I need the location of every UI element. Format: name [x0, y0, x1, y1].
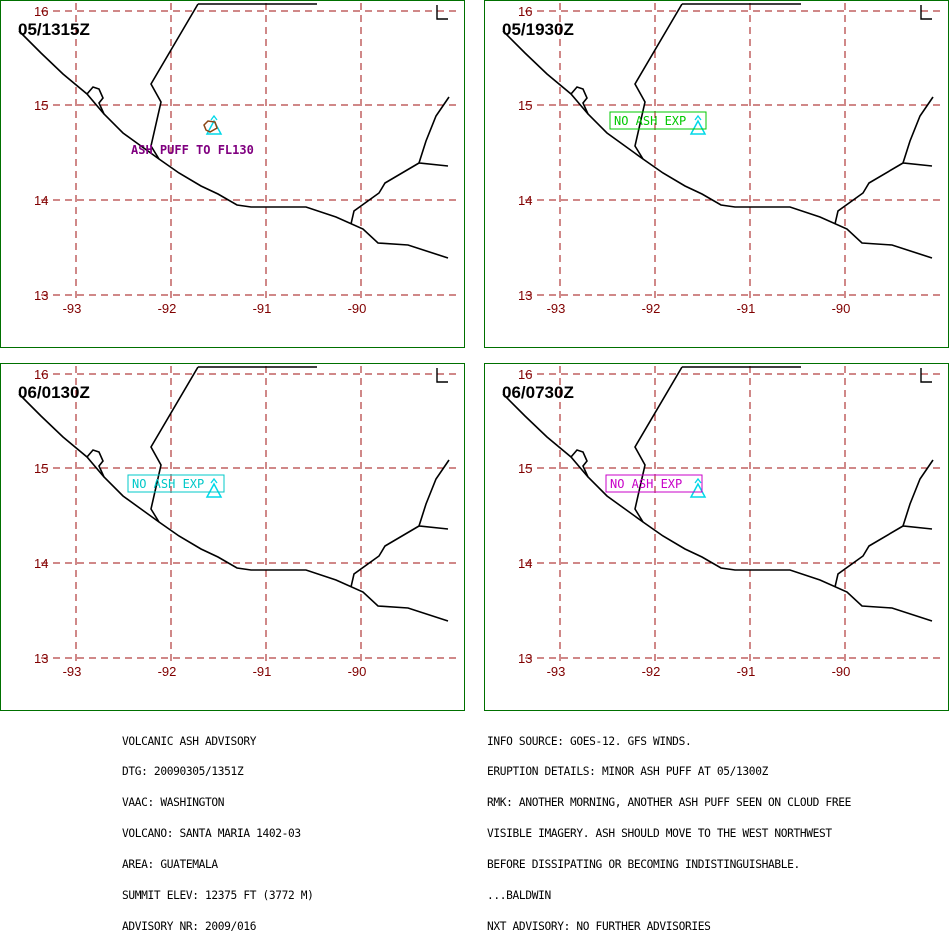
- eruption-plume-icon: [694, 114, 702, 121]
- ash-label: NO ASH EXP: [614, 114, 686, 128]
- latitude-tick-label: 16: [34, 4, 48, 19]
- longitude-tick-label: -90: [348, 301, 367, 316]
- longitude-tick-label: -92: [642, 301, 661, 316]
- coast-inlet: [570, 86, 589, 115]
- latitude-tick-label: 14: [518, 556, 532, 571]
- ash-label: ASH PUFF TO FL130: [131, 143, 254, 157]
- advisory-area: AREA: GUATEMALA: [122, 858, 218, 872]
- advisory-right: INFO SOURCE: GOES-12. GFS WINDS. ERUPTIO…: [487, 716, 851, 943]
- map-panel-3: 16 15 14 13 -93 -92 -91 -90 06/0130Z NO ASH EXP: [0, 363, 465, 711]
- country-border: [150, 3, 317, 160]
- longitude-tick-label: -91: [253, 301, 272, 316]
- coast-corner: [920, 5, 932, 20]
- longitude-tick-label: -92: [642, 664, 661, 679]
- longitude-tick-label: -91: [737, 664, 756, 679]
- country-border: [634, 366, 801, 523]
- longitude-tick-label: -92: [158, 301, 177, 316]
- eruption-plume-icon: [210, 114, 218, 121]
- coastline: [18, 393, 449, 622]
- advisory-number: ADVISORY NR: 2009/016: [122, 919, 257, 933]
- latitude-tick-label: 16: [518, 4, 532, 19]
- coast-inlet: [86, 86, 105, 115]
- advisory-eruption-details: ERUPTION DETAILS: MINOR ASH PUFF AT 05/1…: [487, 765, 768, 779]
- country-border: [834, 96, 934, 225]
- latitude-tick-label: 15: [34, 461, 48, 476]
- coast-inlet: [570, 449, 589, 478]
- advisory-vaac: VAAC: WASHINGTON: [122, 796, 225, 810]
- advisory-volcano: VOLCANO: SANTA MARIA 1402-03: [122, 827, 301, 841]
- country-border: [150, 366, 317, 523]
- map-svg: 16 15 14 13 -93 -92 -91 -90 05/1930Z NO ASH EXP: [502, 3, 945, 316]
- longitude-tick-label: -91: [737, 301, 756, 316]
- ash-label-box: [127, 474, 225, 493]
- triangle-volcano-icon: [205, 482, 223, 498]
- valid-time-label: 05/1315Z: [18, 20, 90, 39]
- longitude-tick-label: -93: [547, 664, 566, 679]
- map-panel-2: 16 15 14 13 -93 -92 -91 -90 05/1930Z NO ASH EXP: [484, 0, 949, 348]
- map-svg: 16 15 14 13 -93 -92 -91 -90 05/1315Z ASH PUFF TO …: [18, 3, 461, 316]
- country-border: [350, 96, 450, 225]
- country-border: [634, 3, 801, 160]
- country-border: [350, 459, 450, 588]
- latitude-tick-label: 13: [518, 651, 532, 666]
- valid-time-label: 05/1930Z: [502, 20, 574, 39]
- map-panel-1: 16 15 14 13 -93 -92 -91 -90 05/1315Z ASH PUFF TO …: [0, 0, 465, 348]
- advisory-signature: ...BALDWIN: [487, 889, 551, 903]
- ash-area-outline: [203, 120, 218, 133]
- valid-time-label: 06/0730Z: [502, 383, 574, 402]
- latitude-tick-label: 15: [34, 98, 48, 113]
- coastline: [502, 393, 933, 622]
- valid-time-label: 06/0130Z: [18, 383, 90, 402]
- longitude-tick-label: -92: [158, 664, 177, 679]
- eruption-plume-icon: [694, 477, 702, 484]
- country-border: [834, 459, 934, 588]
- coast-inlet: [86, 449, 105, 478]
- map-svg: 16 15 14 13 -93 -92 -91 -90 06/0730Z NO ASH EXP: [502, 366, 945, 679]
- advisory-next: NXT ADVISORY: NO FURTHER ADVISORIES: [487, 919, 711, 933]
- coast-corner: [436, 368, 448, 383]
- advisory-info-source: INFO SOURCE: GOES-12. GFS WINDS.: [487, 734, 692, 748]
- latitude-tick-label: 14: [34, 193, 48, 208]
- longitude-tick-label: -90: [832, 301, 851, 316]
- triangle-volcano-icon: [689, 119, 707, 135]
- latitude-tick-label: 15: [518, 98, 532, 113]
- longitude-tick-label: -90: [348, 664, 367, 679]
- longitude-tick-label: -90: [832, 664, 851, 679]
- longitude-tick-label: -93: [63, 664, 82, 679]
- coast-corner: [436, 5, 448, 20]
- advisory-title: VOLCANIC ASH ADVISORY: [122, 734, 257, 748]
- ash-label: NO ASH EXP: [610, 477, 682, 491]
- eruption-plume-icon: [210, 477, 218, 484]
- latitude-tick-label: 13: [34, 288, 48, 303]
- map-panel-4: 16 15 14 13 -93 -92 -91 -90 06/0730Z NO ASH EXP: [484, 363, 949, 711]
- coast-corner: [920, 368, 932, 383]
- advisory-dtg: DTG: 20090305/1351Z: [122, 765, 244, 779]
- ash-label-box: [605, 474, 703, 493]
- map-svg: 16 15 14 13 -93 -92 -91 -90 06/0130Z NO ASH EXP: [18, 366, 461, 679]
- longitude-tick-label: -93: [547, 301, 566, 316]
- latitude-tick-label: 16: [34, 367, 48, 382]
- latitude-tick-label: 16: [518, 367, 532, 382]
- latitude-tick-label: 14: [34, 556, 48, 571]
- longitude-tick-label: -93: [63, 301, 82, 316]
- triangle-volcano-icon: [689, 482, 707, 498]
- latitude-tick-label: 13: [518, 288, 532, 303]
- coastline: [502, 30, 933, 259]
- ash-label: NO ASH EXP: [132, 477, 204, 491]
- advisory-remark-3: BEFORE DISSIPATING OR BECOMING INDISTING…: [487, 858, 800, 872]
- advisory-remark-2: VISIBLE IMAGERY. ASH SHOULD MOVE TO THE …: [487, 827, 832, 841]
- latitude-tick-label: 15: [518, 461, 532, 476]
- latitude-tick-label: 14: [518, 193, 532, 208]
- advisory-left: VOLCANIC ASH ADVISORY DTG: 20090305/1351…: [122, 716, 314, 943]
- longitude-tick-label: -91: [253, 664, 272, 679]
- advisory-remark-1: RMK: ANOTHER MORNING, ANOTHER ASH PUFF S…: [487, 796, 851, 810]
- ash-label-box: [609, 111, 707, 130]
- latitude-tick-label: 13: [34, 651, 48, 666]
- advisory-summit-elev: SUMMIT ELEV: 12375 FT (3772 M): [122, 889, 314, 903]
